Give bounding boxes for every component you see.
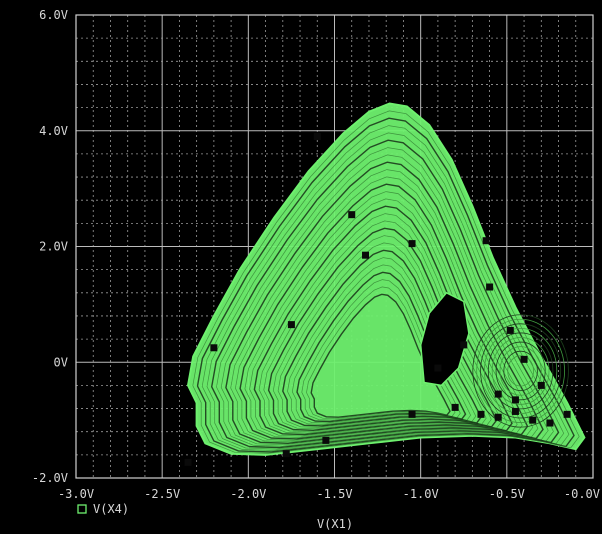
x-tick-label: -1.0V: [403, 487, 439, 501]
attractor-hole: [419, 291, 470, 387]
trajectory-strand: [244, 191, 523, 438]
x-tick-label: -0.5V: [489, 487, 525, 501]
y-tick-label: 4.0V: [39, 124, 68, 138]
x-tick-label: -3.0V: [58, 487, 94, 501]
lobe-loop: [491, 337, 550, 405]
trajectory-strand: [239, 183, 529, 440]
lobe-loop: [503, 350, 538, 392]
data-marker: [408, 240, 416, 248]
data-marker: [537, 381, 545, 389]
y-tick-label: 2.0V: [39, 240, 68, 254]
data-marker: [546, 419, 554, 427]
lobe-loop: [507, 355, 534, 387]
x-tick-label: -2.0V: [230, 487, 266, 501]
y-tick-label: 6.0V: [39, 8, 68, 22]
data-marker: [322, 436, 330, 444]
data-marker: [348, 211, 356, 219]
trajectory-strand: [196, 117, 575, 453]
y-tick-label: -2.0V: [32, 471, 68, 485]
data-marker: [511, 396, 519, 404]
lobe-loop: [480, 323, 562, 419]
x-tick-label: -1.5V: [316, 487, 352, 501]
attractor-band: [186, 102, 586, 456]
trajectory-strand: [249, 198, 518, 437]
data-marker: [563, 410, 571, 418]
data-marker: [434, 364, 442, 372]
x-tick-labels: -3.0V -2.5V -2.0V -1.5V -1.0V -0.5V -0.0V: [58, 487, 600, 501]
data-marker: [184, 458, 192, 466]
data-marker: [287, 321, 295, 329]
legend-label: V(X4): [93, 502, 129, 516]
lobe-loop: [476, 318, 565, 423]
data-marker: [313, 133, 321, 141]
data-marker: [511, 407, 519, 415]
lobe-loop: [472, 314, 569, 428]
trajectory-curves: [186, 102, 586, 456]
data-marker: [506, 326, 514, 334]
data-marker: [520, 355, 528, 363]
trajectory-strand: [235, 176, 534, 441]
data-marker: [451, 403, 459, 411]
trajectory-strand: [206, 132, 565, 450]
data-marker: [282, 450, 290, 458]
data-marker: [460, 341, 468, 349]
x-tick-label: -2.5V: [144, 487, 180, 501]
data-marker: [482, 237, 490, 245]
data-markers: [184, 133, 571, 466]
lobe-loop: [484, 327, 558, 414]
data-marker: [486, 283, 494, 291]
data-marker: [210, 344, 218, 352]
data-marker: [408, 410, 416, 418]
legend: V(X4): [77, 502, 129, 516]
trajectory-strand: [201, 125, 570, 451]
y-tick-labels: -2.0V 0V 2.0V 4.0V 6.0V: [32, 8, 68, 485]
lobe-loop: [499, 346, 542, 396]
y-tick-label: 0V: [54, 355, 68, 369]
data-marker: [494, 413, 502, 421]
plot-border: [75, 14, 594, 479]
data-marker: [529, 416, 537, 424]
lobe-loop: [487, 332, 554, 410]
legend-marker-square-icon: [77, 504, 87, 514]
data-marker: [494, 390, 502, 398]
x-axis-title: V(X1): [317, 517, 353, 531]
lobe-loop: [495, 341, 546, 401]
trajectory-strand: [230, 169, 539, 443]
plot-frame: [75, 14, 594, 479]
trajectory-strand: [192, 110, 580, 454]
data-marker: [362, 251, 370, 259]
data-marker: [477, 410, 485, 418]
x-tick-label: -0.0V: [564, 487, 600, 501]
